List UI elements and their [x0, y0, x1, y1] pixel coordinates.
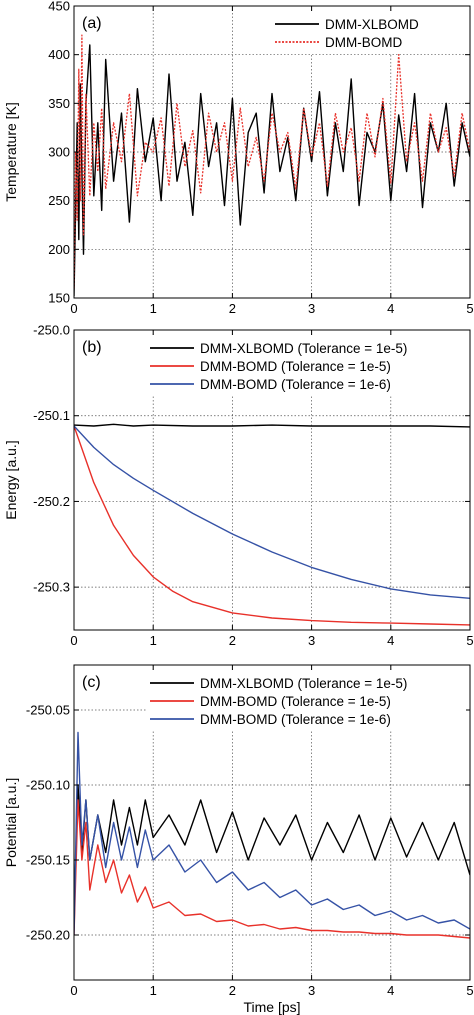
x-tick-label-3: 3 [308, 983, 315, 998]
y-tick-label-3: 300 [48, 145, 70, 160]
x-tick-label-5: 5 [466, 633, 473, 648]
series-line-1-0 [74, 423, 470, 428]
y-tick-label-3: -250.3 [33, 580, 70, 595]
y-tick-label-2: -250.2 [33, 494, 70, 509]
y-tick-label-1: -250.10 [26, 778, 70, 793]
series-line-1-1 [74, 425, 470, 626]
y-tick-label-2: -250.15 [26, 853, 70, 868]
y-tick-label-1: -250.1 [33, 408, 70, 423]
legend-entry-0: DMM-XLBOMD (Tolerance = 1e-5) [200, 341, 407, 356]
x-tick-label-1: 1 [150, 983, 157, 998]
x-tick-label-2: 2 [229, 633, 236, 648]
panel-label: (a) [82, 15, 102, 32]
x-tick-label-1: 1 [150, 633, 157, 648]
x-axis-label: Time [ps] [243, 999, 300, 1015]
y-tick-label-5: 400 [48, 47, 70, 62]
series-line-2-1 [74, 799, 470, 939]
y-tick-label-0: 150 [48, 291, 70, 306]
legend-entry-2: DMM-BOMD (Tolerance = 1e-6) [200, 377, 391, 392]
y-tick-label-4: 350 [48, 96, 70, 111]
y-tick-label-3: -250.20 [26, 928, 70, 943]
x-tick-label-5: 5 [466, 301, 473, 316]
plot-frame [73, 664, 471, 981]
plot-frame [73, 329, 471, 631]
y-tick-label-0: -250.0 [33, 323, 70, 338]
x-tick-label-0: 0 [70, 983, 77, 998]
x-tick-label-2: 2 [229, 301, 236, 316]
y-tick-label-0: -250.05 [26, 703, 70, 718]
y-tick-label-2: 250 [48, 193, 70, 208]
x-tick-label-4: 4 [387, 983, 394, 998]
y-axis-label: Temperature [K] [3, 102, 19, 202]
legend-entry-1: DMM-BOMD [325, 35, 402, 50]
panel-label: (c) [82, 674, 101, 691]
legend-entry-1: DMM-BOMD (Tolerance = 1e-5) [200, 694, 391, 709]
panel-2: 0 1 2 3 4 5 -250.05 -250.10 -250.15 -250.20 Potent… [3, 664, 474, 1015]
series-line-1-2 [74, 425, 470, 599]
series-line-2-0 [74, 784, 470, 921]
legend-background [146, 336, 466, 396]
x-tick-label-3: 3 [308, 633, 315, 648]
x-tick-label-3: 3 [308, 301, 315, 316]
x-tick-label-4: 4 [387, 301, 394, 316]
y-tick-label-1: 200 [48, 242, 70, 257]
series-line-2-2 [74, 731, 470, 936]
legend-entry-0: DMM-XLBOMD (Tolerance = 1e-5) [200, 676, 407, 691]
x-tick-label-5: 5 [466, 983, 473, 998]
panel-label: (b) [82, 339, 102, 356]
x-tick-label-1: 1 [150, 301, 157, 316]
legend-entry-2: DMM-BOMD (Tolerance = 1e-6) [200, 712, 391, 727]
series-line-0-1 [74, 34, 470, 289]
legend-entry-0: DMM-XLBOMD [325, 17, 419, 32]
x-tick-label-4: 4 [387, 633, 394, 648]
legend-entry-1: DMM-BOMD (Tolerance = 1e-5) [200, 359, 391, 374]
y-axis-label: Energy [a.u.] [3, 440, 19, 519]
panel-0: 0 1 2 3 4 5 150 200 250 300 350 400 450 Temperature [… [3, 0, 474, 316]
legend-background [271, 12, 466, 54]
x-tick-label-0: 0 [70, 633, 77, 648]
legend-background [146, 671, 466, 731]
series-line-0-0 [74, 44, 470, 297]
y-tick-label-6: 450 [48, 0, 70, 14]
x-tick-label-0: 0 [70, 301, 77, 316]
x-tick-label-2: 2 [229, 983, 236, 998]
panel-1: 0 1 2 3 4 5 -250.0 -250.1 -250.2 -250.3 Energy [a.… [3, 323, 474, 649]
y-axis-label: Potential [a.u.] [3, 778, 19, 868]
